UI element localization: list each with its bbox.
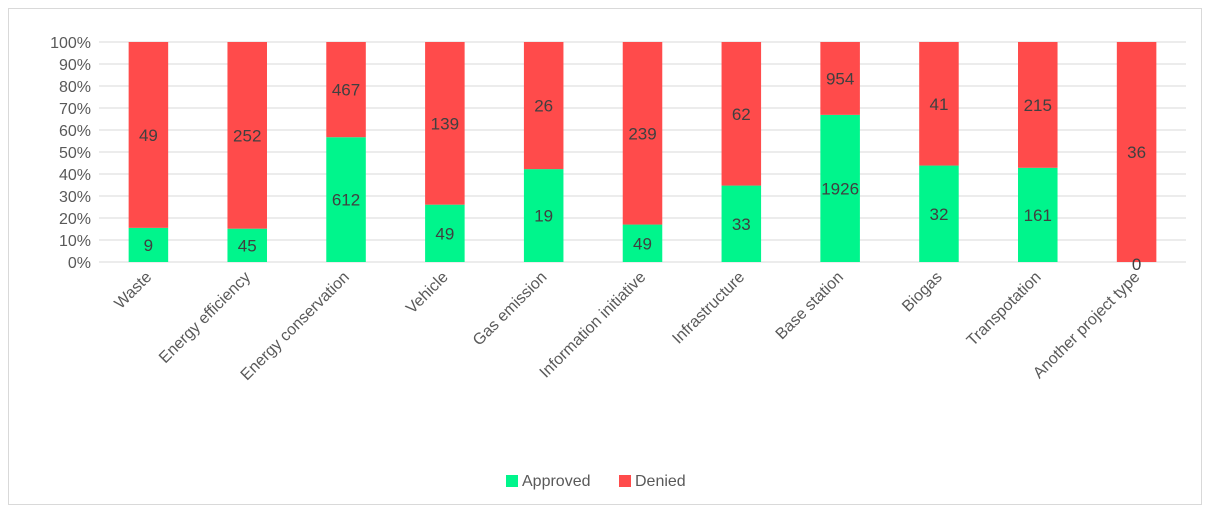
bar-approved-energy-efficiency <box>227 228 267 262</box>
bar-denied-transpotation <box>1018 42 1058 168</box>
bar-denied-vehicle <box>425 42 465 205</box>
data-label-approved-base-station: 1926 <box>821 179 859 198</box>
stacked-percent-bar-chart: 0% 10% 20% 30% 40% 50% 60% 70% 80% 90% 100% 9 49 Wast… <box>50 35 1186 490</box>
x-tick-infrastructure: Infrastructure <box>669 269 748 348</box>
bar-denied-gas-emission <box>523 42 564 170</box>
bar-denied-information-initiative <box>622 42 663 225</box>
data-label-denied-infrastructure: 62 <box>732 105 751 124</box>
data-label-denied-vehicle: 139 <box>431 114 459 133</box>
data-label-approved-biogas: 32 <box>929 205 948 224</box>
bar-denied-energy-efficiency <box>227 42 267 229</box>
data-label-denied-biogas: 41 <box>929 95 948 114</box>
x-tick-waste: Waste <box>112 269 156 313</box>
data-label-denied-base-station: 954 <box>826 69 854 88</box>
chart-frame: 0% 10% 20% 30% 40% 50% 60% 70% 80% 90% 100% 9 49 Wast… <box>8 8 1202 505</box>
bar-approved-vehicle <box>425 204 465 262</box>
y-tick-90: 90% <box>59 57 91 74</box>
y-tick-0: 0% <box>68 255 91 272</box>
bar-denied-waste <box>128 42 169 228</box>
legend-label-denied: Denied <box>635 473 686 490</box>
legend-swatch-approved <box>506 475 518 487</box>
legend-swatch-denied <box>619 475 631 487</box>
bar-approved-base-station <box>820 114 860 262</box>
data-label-approved-energy-conservation: 612 <box>332 191 360 210</box>
bar-approved-information-initiative <box>622 224 663 262</box>
data-label-denied-waste: 49 <box>139 126 158 145</box>
y-tick-60: 60% <box>59 123 91 140</box>
data-label-approved-another-project-type: 0 <box>1132 255 1141 274</box>
data-label-approved-information-initiative: 49 <box>633 234 652 253</box>
bar-denied-infrastructure <box>721 42 762 186</box>
data-label-denied-transpotation: 215 <box>1024 96 1052 115</box>
bar-approved-infrastructure <box>721 185 762 262</box>
x-tick-gas-emission: Gas emission <box>470 269 551 350</box>
y-tick-70: 70% <box>59 101 91 118</box>
x-tick-transpotation: Transpotation <box>964 269 1045 350</box>
bar-denied-base-station <box>820 42 860 115</box>
bar-approved-energy-conservation <box>326 137 366 262</box>
bar-denied-biogas <box>919 42 959 166</box>
x-tick-energy-conservation: Energy conservation <box>238 269 353 384</box>
data-label-denied-information-initiative: 239 <box>628 124 656 143</box>
bar-approved-transpotation <box>1018 167 1058 262</box>
y-tick-100: 100% <box>50 35 91 52</box>
y-tick-50: 50% <box>59 145 91 162</box>
data-label-approved-energy-efficiency: 45 <box>238 236 257 255</box>
y-tick-40: 40% <box>59 167 91 184</box>
data-label-approved-gas-emission: 19 <box>534 207 553 226</box>
x-tick-vehicle: Vehicle <box>403 269 452 318</box>
x-tick-biogas: Biogas <box>899 269 946 316</box>
bar-approved-waste <box>128 227 169 262</box>
legend-label-approved: Approved <box>522 473 591 490</box>
y-tick-10: 10% <box>59 233 91 250</box>
bar-approved-biogas <box>919 165 959 262</box>
data-label-denied-another-project-type: 36 <box>1127 143 1146 162</box>
x-tick-energy-efficiency: Energy efficiency <box>156 269 254 367</box>
y-tick-80: 80% <box>59 79 91 96</box>
bar-approved-gas-emission <box>523 169 564 262</box>
y-tick-30: 30% <box>59 189 91 206</box>
bar-denied-energy-conservation <box>326 42 366 138</box>
data-label-approved-transpotation: 161 <box>1024 206 1052 225</box>
data-label-approved-vehicle: 49 <box>435 224 454 243</box>
y-tick-20: 20% <box>59 211 91 228</box>
data-label-denied-energy-conservation: 467 <box>332 81 360 100</box>
data-label-denied-gas-emission: 26 <box>534 97 553 116</box>
data-label-denied-energy-efficiency: 252 <box>233 126 261 145</box>
x-tick-base-station: Base station <box>773 269 847 343</box>
bar-denied-another-project-type <box>1116 42 1157 262</box>
x-tick-another-project-type: Another project type <box>1030 269 1143 382</box>
data-label-approved-infrastructure: 33 <box>732 215 751 234</box>
data-label-approved-waste: 9 <box>144 236 153 255</box>
x-tick-information-initiative: Information initiative <box>537 269 650 382</box>
